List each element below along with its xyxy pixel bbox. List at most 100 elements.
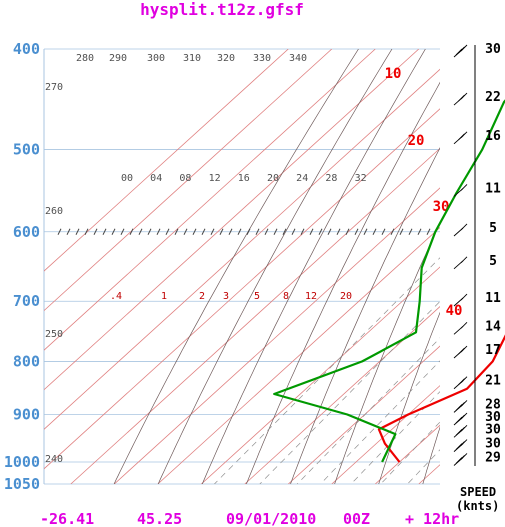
mixing-ratio-label: 5 (254, 291, 260, 302)
isotherm-line (44, 49, 333, 312)
wind-speed-label: 5 (489, 254, 497, 269)
tick-mark (192, 228, 197, 235)
tick-mark (93, 228, 98, 235)
theta-label: 260 (45, 206, 63, 217)
mixing-ratio-label: .4 (110, 291, 122, 302)
isotherm-grid (44, 49, 440, 484)
tick-mark (111, 228, 116, 235)
footer-lat: -26.41 (40, 510, 94, 527)
tick-mark (120, 228, 125, 235)
wind-speed-label: 21 (485, 374, 501, 389)
tick-mark (390, 228, 395, 235)
mixing-ratio-label: 08 (179, 173, 191, 184)
mixing-ratio-line (407, 449, 440, 484)
isotherm-line (44, 108, 440, 470)
isotherm-line (288, 345, 440, 484)
dry-adiabat-line (157, 49, 393, 484)
wind-barb-flag (460, 184, 468, 191)
wind-speed-label: 30 (485, 42, 501, 57)
tick-mark (408, 228, 413, 235)
wind-speed-label: 30 (485, 422, 501, 437)
mixing-ratio-label: 28 (325, 173, 337, 184)
pressure-label: 1000 (4, 453, 40, 471)
temperature-label: 10 (385, 66, 402, 82)
tick-mark (66, 228, 71, 235)
wind-speed-header: SPEED (460, 485, 496, 499)
mixing-ratio-label: 20 (340, 291, 352, 302)
chart-title: hysplit.t12z.gfsf (140, 0, 304, 19)
dry-adiabat-line (422, 426, 440, 484)
wind-barb-flag (460, 223, 468, 231)
tick-mark (255, 228, 260, 235)
wind-speed-label: 29 (485, 450, 501, 465)
dry-adiabat-line (246, 81, 440, 484)
isotherm-line (331, 385, 440, 484)
pressure-label: 800 (13, 352, 40, 370)
wind-barb-flag (458, 133, 465, 141)
isotherm-line (244, 306, 440, 484)
mixing-ratio-label: 16 (238, 173, 250, 184)
wind-barb-flag (460, 321, 468, 329)
pressure-label: 600 (13, 223, 40, 241)
temperature-label: 40 (446, 303, 463, 319)
mixing-ratio-label: 3 (223, 291, 229, 302)
tick-mark (246, 228, 251, 235)
theta-label: 290 (109, 53, 127, 64)
tick-mark (237, 228, 242, 235)
tick-mark (363, 228, 368, 235)
theta-label: 310 (183, 53, 201, 64)
temperature-label: 20 (408, 133, 425, 149)
tick-mark (75, 228, 80, 235)
tick-mark (399, 228, 404, 235)
theta-label: 320 (217, 53, 235, 64)
footer-date: 09/01/2010 (226, 510, 316, 527)
theta-label: 330 (253, 53, 271, 64)
dry-adiabat-grid (113, 49, 440, 484)
isotherm-line (157, 226, 440, 484)
wind-barb-flag (460, 256, 468, 264)
theta-label: 340 (289, 53, 307, 64)
wind-barb-flag (458, 378, 465, 386)
pressure-label: 1050 (4, 475, 40, 493)
wind-speed-label: 5 (489, 221, 497, 236)
wind-barb-flag (455, 428, 463, 436)
wind-barb-flag (455, 404, 463, 411)
dry-adiabat-line (201, 49, 426, 484)
wind-barb-flag (458, 347, 465, 355)
isotherm-line (44, 49, 376, 351)
mixing-ratio-label: 00 (121, 173, 133, 184)
wind-speed-label: 30 (485, 410, 501, 425)
tick-mark (129, 228, 134, 235)
mixing-ratio-label: 04 (150, 173, 162, 184)
isotherm-line (201, 266, 440, 484)
isobar-grid (43, 48, 440, 485)
wind-speed-label: 14 (485, 319, 501, 334)
theta-label: 270 (45, 82, 63, 93)
wind-speed-label: 22 (485, 90, 501, 105)
dry-adiabat-line (113, 49, 359, 484)
mixing-ratio-line (320, 360, 440, 484)
tick-mark (102, 228, 107, 235)
tick-mark (273, 228, 278, 235)
pressure-label: 700 (13, 292, 40, 310)
sounding-profiles (273, 99, 505, 463)
tick-mark (417, 228, 422, 235)
tick-mark (219, 228, 224, 235)
mixing-ratio-label: 1 (161, 291, 167, 302)
wind-speed-label: 11 (485, 181, 501, 196)
tick-mark (381, 228, 386, 235)
tick-mark (336, 228, 341, 235)
tick-mark (156, 228, 161, 235)
isotherm-line (44, 49, 420, 391)
dry-adiabat-line (290, 147, 440, 484)
wind-speed-units: (knts) (456, 499, 499, 513)
tick-mark (174, 228, 179, 235)
tick-mark (201, 228, 206, 235)
isotherm-line (44, 68, 440, 430)
wind-speed-label: 11 (485, 291, 501, 306)
mixing-ratio-label: 24 (296, 173, 308, 184)
mixing-ratio-label: 32 (355, 173, 367, 184)
footer-forecast: + 12hr (405, 510, 459, 527)
